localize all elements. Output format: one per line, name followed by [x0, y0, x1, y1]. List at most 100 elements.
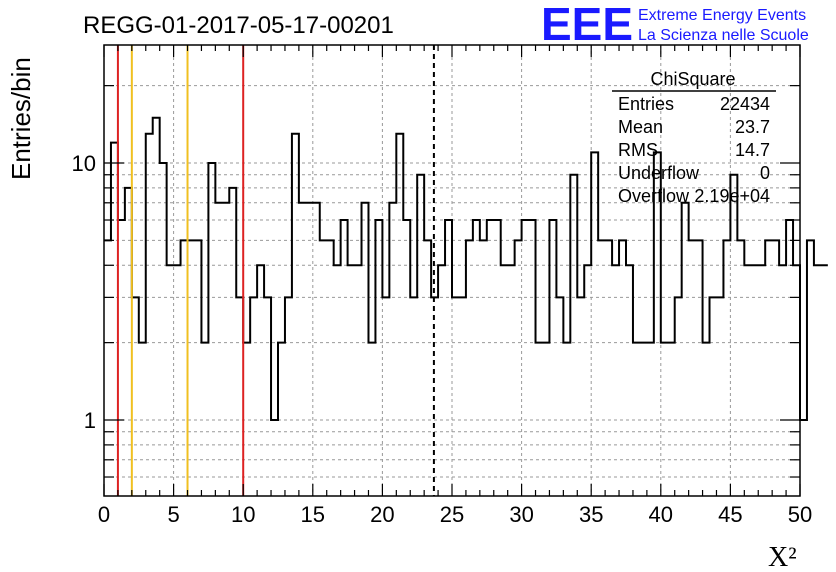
histogram-bin [104, 240, 111, 496]
histogram-bin [118, 220, 125, 496]
histogram-bin [146, 134, 153, 496]
histogram-bin [703, 343, 710, 496]
stats-row-value: 0 [760, 163, 770, 183]
stats-row-label: Underflow [618, 163, 700, 183]
histogram-bin [584, 265, 591, 496]
x-tick-label: 40 [649, 502, 673, 527]
histogram-bin [661, 343, 668, 496]
histogram-bin [591, 152, 598, 496]
histogram-bin [487, 220, 494, 496]
x-tick-label: 15 [301, 502, 325, 527]
histogram-bin [737, 240, 744, 496]
histogram-bin [417, 175, 424, 496]
stats-rows: Entries 22434 Mean 23.7 RMS 14.7 Underflow 0 Ove… [618, 94, 770, 206]
histogram-bin [438, 265, 445, 496]
stats-row: Mean 23.7 [618, 117, 770, 137]
eee-logo: EEE Extreme Energy Events La Scienza nel… [541, 0, 809, 50]
x-tick-label: 50 [788, 502, 812, 527]
histogram-bin [758, 265, 765, 496]
histogram-bin [160, 163, 167, 496]
histogram-bin [257, 265, 264, 496]
stats-row-value: 14.7 [735, 140, 770, 160]
histogram-bin [765, 240, 772, 496]
histogram-bin [410, 297, 417, 496]
x-tick-label: 5 [167, 502, 179, 527]
histogram-bin [675, 297, 682, 496]
histogram-bin [542, 343, 549, 496]
histogram-bin [696, 240, 703, 496]
histogram-bin [139, 343, 146, 496]
histogram-bin [382, 297, 389, 496]
y-tick-label: 1 [84, 408, 96, 433]
stats-row: RMS 14.7 [618, 140, 770, 160]
histogram-bin [424, 240, 431, 496]
histogram-bin [229, 188, 236, 496]
histogram-bin [285, 297, 292, 496]
histogram-bin [389, 203, 396, 496]
histogram-bin [181, 240, 188, 496]
stats-row-label: Entries [618, 94, 674, 114]
histogram-bin [786, 220, 793, 496]
histogram-bin [313, 203, 320, 496]
histogram-bin [668, 343, 675, 496]
stats-row: Entries 22434 [618, 94, 770, 114]
stats-title: ChiSquare [650, 69, 735, 89]
histogram-bin [250, 297, 257, 496]
histogram-bin [355, 265, 362, 496]
x-tick-label: 30 [509, 502, 533, 527]
x-tick-label: 35 [579, 502, 603, 527]
histogram-bin [368, 343, 375, 496]
histogram-bin [348, 265, 355, 496]
eee-logo-line2: La Scienza nelle Scuole [638, 27, 809, 44]
reference-lines [116, 45, 435, 496]
histogram-bin [243, 343, 250, 496]
histogram-bin [515, 240, 522, 496]
histogram-bin [341, 220, 348, 496]
stats-row-value: 22434 [720, 94, 770, 114]
stats-row-label: Mean [618, 117, 663, 137]
histogram-bin [723, 240, 730, 496]
histogram-bin [605, 240, 612, 496]
histogram-bin [536, 343, 543, 496]
histogram-bin [793, 265, 800, 496]
histogram-bin [598, 240, 605, 496]
histogram-bin [744, 265, 751, 496]
x-axis-ticks: 0 5 10 15 20 25 30 35 40 45 50 [98, 45, 812, 527]
histogram-bin [626, 265, 633, 496]
histogram-bin [619, 240, 626, 496]
histogram-bin [508, 265, 515, 496]
histogram-bin [563, 343, 570, 496]
histogram-bin [633, 343, 640, 496]
histogram-bin [459, 297, 466, 496]
histogram-bin [208, 163, 215, 496]
histogram-bin [320, 240, 327, 496]
histogram-bin [264, 297, 271, 496]
histogram-bin [194, 240, 201, 496]
histogram-bin [529, 220, 536, 496]
histogram-bin [466, 240, 473, 496]
chart-title: REGG-01-2017-05-17-00201 [83, 12, 394, 39]
histogram-bin [480, 240, 487, 496]
stats-box: ChiSquare Entries 22434 Mean 23.7 RMS 14.7 Und… [612, 69, 776, 206]
histogram-bin [494, 220, 501, 496]
stats-row: Overflow 2.19e+04 [618, 186, 770, 206]
histogram-bin [814, 265, 821, 496]
histogram-bin [188, 240, 195, 496]
histogram-bin [222, 203, 229, 496]
histogram-bin [306, 203, 313, 496]
histogram-bin [556, 297, 563, 496]
histogram-bin [751, 265, 758, 496]
histogram-bin [167, 265, 174, 496]
histogram-bin [612, 265, 619, 496]
histogram-bin [452, 297, 459, 496]
histogram-bin [201, 343, 208, 496]
eee-logo-line1: Extreme Energy Events [638, 7, 806, 24]
histogram-bin [522, 220, 529, 496]
histogram-bin [473, 220, 480, 496]
histogram-bin [821, 265, 828, 496]
histogram-bin [689, 240, 696, 496]
histogram-bin [779, 265, 786, 496]
histogram-bin [570, 175, 577, 496]
histogram-bin [807, 240, 814, 496]
